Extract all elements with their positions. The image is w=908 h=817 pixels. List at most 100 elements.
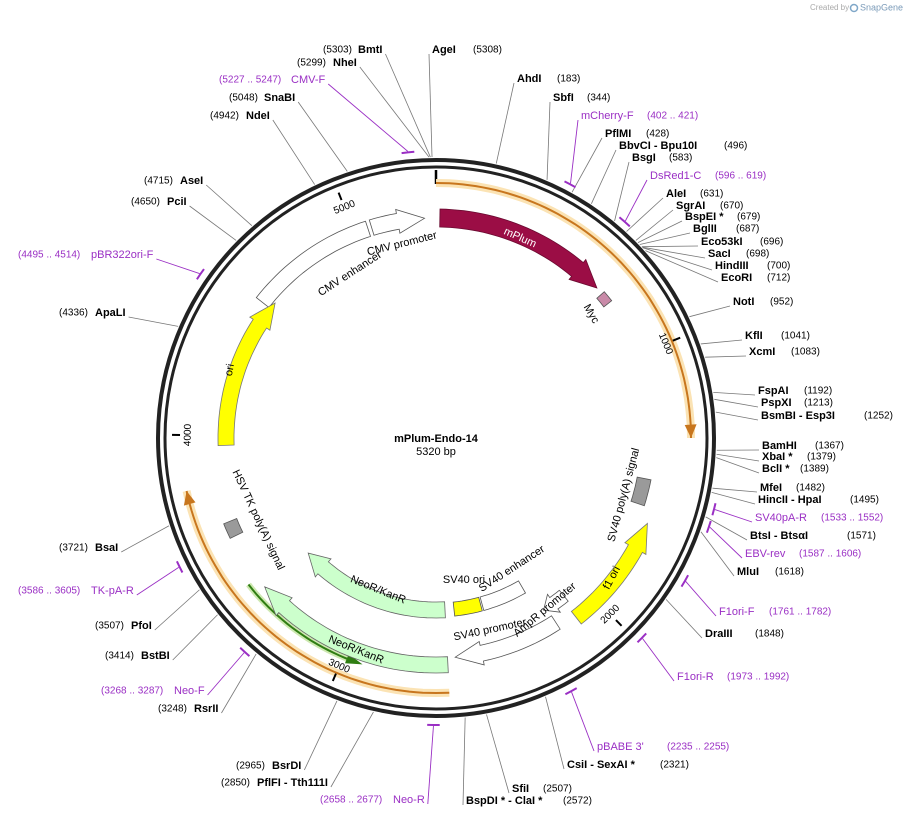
site-name: PflMI: [605, 128, 631, 140]
site-position: (1379): [807, 452, 836, 463]
backbone-outer: [156, 158, 716, 718]
site-name: MluI: [737, 566, 759, 578]
feature: [263, 586, 449, 674]
site-name: SgrAI: [676, 200, 705, 212]
site-leader: [639, 232, 691, 245]
site-leader: [705, 355, 747, 358]
feature-label: Myc: [581, 302, 602, 326]
primer-leader: [709, 526, 743, 559]
site-name: HincII - HpaI: [758, 494, 822, 506]
primer-leader: [570, 119, 579, 184]
site-name: SbfI: [553, 92, 574, 104]
site-position: (1367): [815, 441, 844, 452]
feature: [596, 291, 613, 308]
site-leader: [495, 82, 515, 164]
site-leader: [635, 209, 674, 241]
primer-position: (2658 .. 2677): [320, 795, 382, 806]
primer-position: (4495 .. 4514): [18, 250, 80, 261]
site-leader: [716, 453, 760, 462]
site-name: RsrII: [194, 703, 218, 715]
site-name: PflFI - Tth111I: [257, 777, 328, 789]
plasmid-name: mPlum-Endo-14: [394, 433, 479, 445]
site-name: AleI: [666, 188, 686, 200]
primer-leader: [714, 509, 753, 523]
site-position: (698): [746, 249, 769, 260]
feature: [368, 208, 426, 236]
site-position: (5048): [229, 93, 258, 104]
ring-tick-label: 5000: [332, 198, 357, 217]
site-position: (428): [646, 129, 669, 140]
primer-position: (1973 .. 1992): [727, 672, 789, 683]
primer-leader: [156, 258, 200, 274]
site-leader: [297, 101, 348, 172]
site-position: (679): [737, 212, 760, 223]
primer-name: SV40pA-R: [755, 512, 807, 524]
feature-label: ori: [223, 363, 237, 377]
primer-position: (2235 .. 2255): [667, 742, 729, 753]
site-position: (5303): [323, 45, 352, 56]
feature-line: [435, 182, 692, 439]
site-name: AgeI: [432, 44, 456, 56]
site-leader: [428, 53, 433, 158]
primer-position: (1533 .. 1552): [821, 513, 883, 524]
site-leader: [700, 531, 735, 577]
site-leader: [486, 714, 510, 794]
site-position: (2572): [563, 796, 592, 807]
site-name: SacI: [708, 248, 731, 260]
site-position: (1571): [847, 531, 876, 542]
primer-mark: [564, 180, 576, 189]
feature: [570, 522, 648, 625]
site-name: PfoI: [131, 620, 152, 632]
site-name: NheI: [333, 57, 357, 69]
site-name: BstBI: [141, 650, 170, 662]
site-position: (1618): [775, 567, 804, 578]
primer-name: F1ori-R: [677, 671, 714, 683]
site-name: DraIII: [705, 628, 733, 640]
site-position: (4336): [59, 308, 88, 319]
site-name: PciI: [167, 196, 187, 208]
site-position: (4942): [210, 111, 239, 122]
primer-position: (1761 .. 1782): [769, 607, 831, 618]
site-leader: [462, 717, 466, 806]
site-leader: [689, 305, 731, 318]
site-position: (2321): [660, 760, 689, 771]
site-name: Eco53kI: [701, 236, 743, 248]
created-by: Created by: [810, 3, 849, 12]
site-position: (687): [736, 224, 759, 235]
feature: [307, 552, 446, 619]
site-name: NdeI: [246, 110, 270, 122]
primer-name: CMV-F: [291, 74, 326, 86]
site-position: (496): [724, 141, 747, 152]
ring-tick: [337, 192, 343, 201]
site-leader: [716, 457, 760, 474]
site-leader: [172, 614, 218, 661]
site-leader: [642, 247, 713, 271]
primer-position: (596 .. 619): [715, 171, 766, 182]
primer-name: pBABE 3': [597, 741, 644, 753]
site-leader: [700, 339, 743, 345]
primer-mark: [618, 216, 631, 228]
site-name: BamHI: [762, 440, 797, 452]
site-position: (4715): [144, 176, 173, 187]
site-leader: [637, 220, 683, 243]
plasmid-length: 5320 bp: [416, 446, 456, 458]
site-name: BsrDI: [272, 760, 301, 772]
primer-leader: [327, 83, 409, 152]
brand: SnapGene: [860, 2, 903, 12]
site-name: BspEI *: [685, 211, 724, 223]
primer-name: Neo-R: [393, 794, 425, 806]
site-leader: [571, 137, 603, 193]
primer-mark: [705, 520, 712, 534]
primer-mark: [564, 687, 578, 696]
site-leader: [545, 696, 565, 770]
site-name: BsaI: [95, 542, 118, 554]
ring-tick: [672, 336, 681, 342]
site-name: PspXI: [761, 397, 792, 409]
site-position: (1848): [755, 629, 784, 640]
site-position: (1495): [850, 495, 879, 506]
site-name: BspDI * - ClaI *: [466, 795, 543, 807]
feature: [630, 476, 652, 507]
primer-mark: [711, 502, 717, 516]
site-position: (2850): [221, 778, 250, 789]
